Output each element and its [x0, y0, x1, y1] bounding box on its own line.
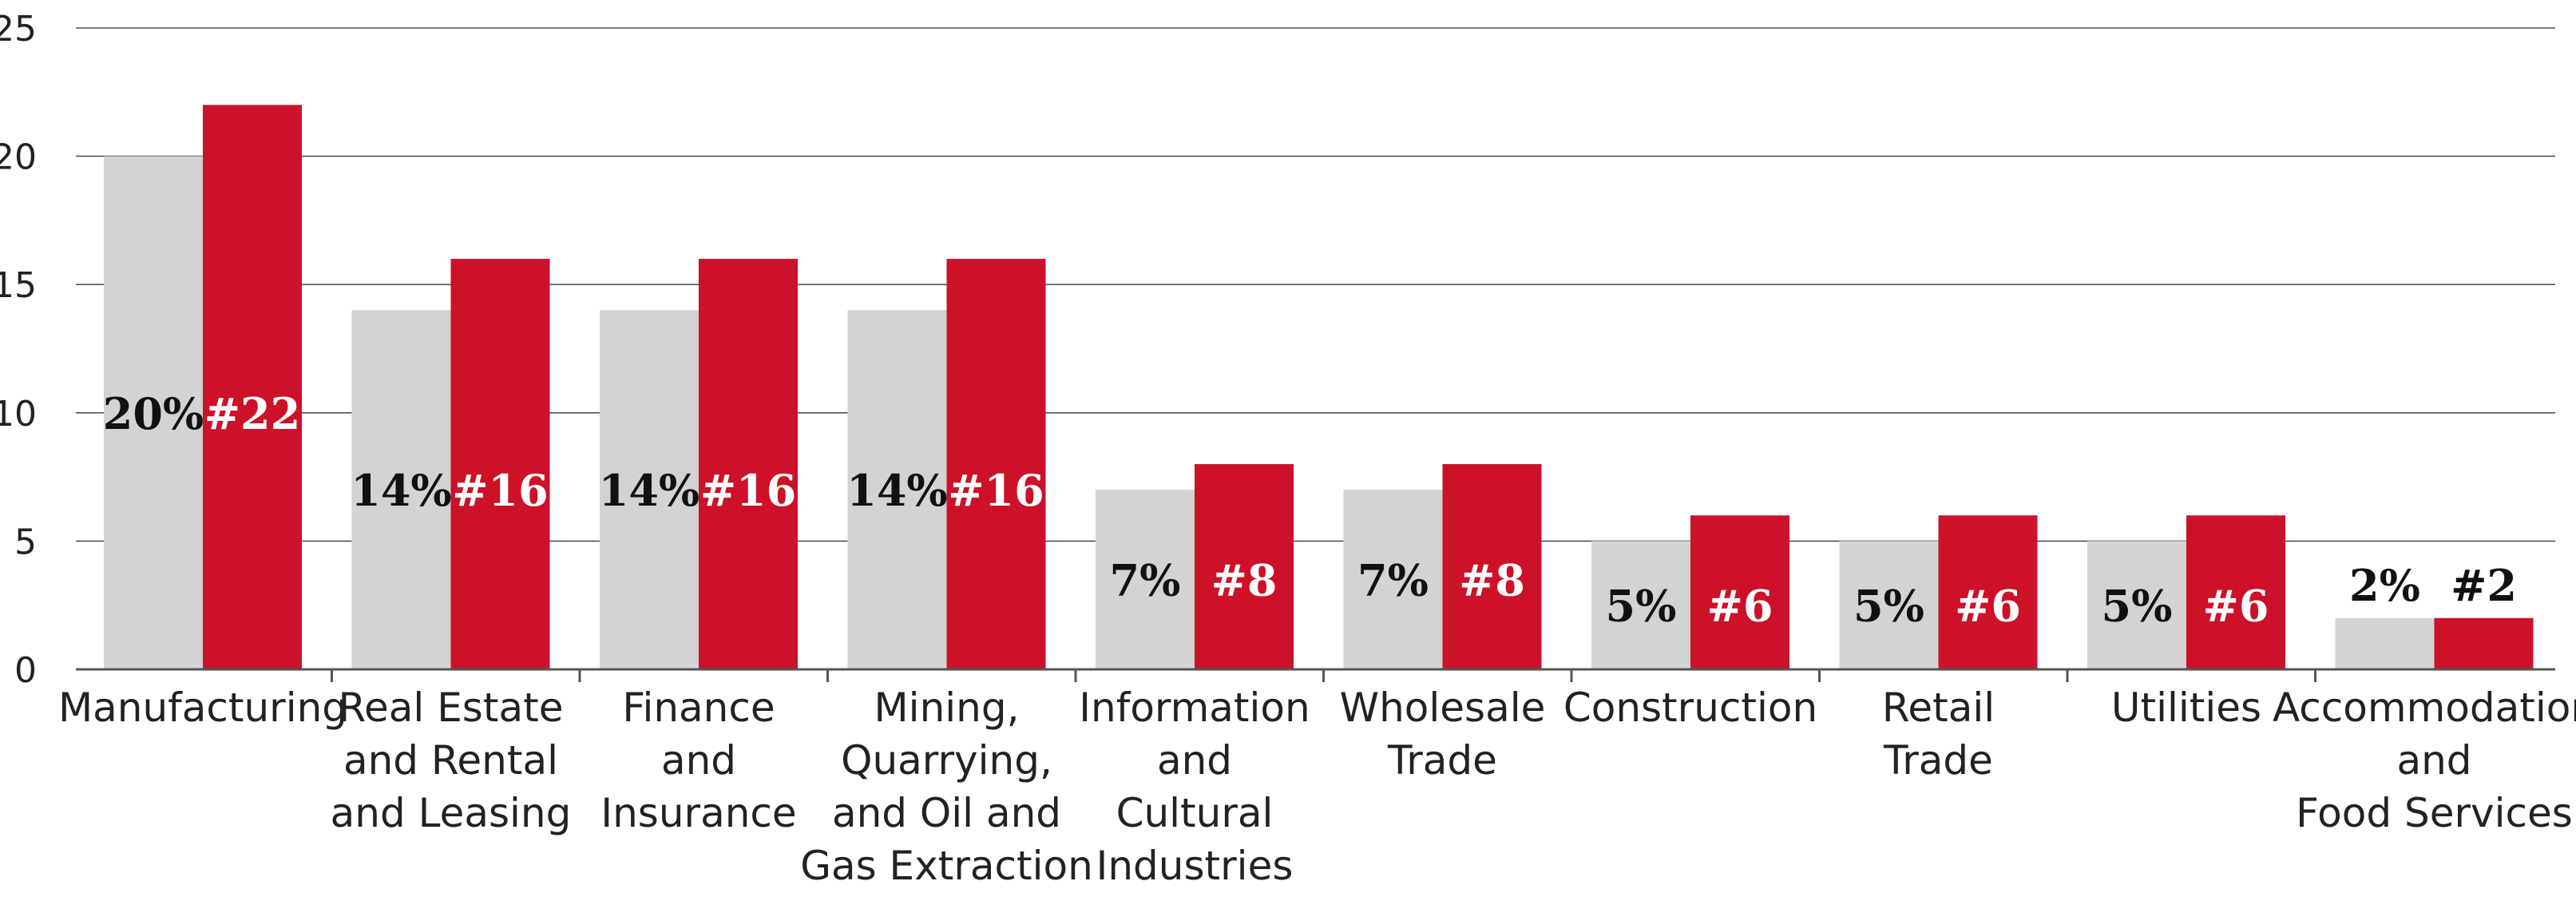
category-label: Manufacturing [58, 685, 347, 731]
rank-data-label: #16 [948, 465, 1044, 516]
bar-rank [203, 105, 302, 670]
percent-data-label: 5% [2102, 581, 2173, 632]
category-label: Accommodation and Food Services [2273, 685, 2576, 836]
category-label: Construction [1563, 685, 1817, 731]
category-label: Wholesale Trade [1340, 685, 1546, 784]
y-tick-label: 15 [0, 265, 37, 306]
percent-data-label: 7% [1110, 555, 1181, 606]
rank-data-label: #22 [204, 388, 300, 439]
bar-rank [1690, 515, 1789, 669]
bar-percent [351, 310, 451, 669]
percent-data-label: 2% [2349, 560, 2420, 611]
category-label: Retail Trade [1882, 685, 1995, 784]
category-label: Real Estate and Rental and Leasing [331, 685, 572, 836]
bar-rank [699, 259, 798, 670]
rank-data-label: #6 [1707, 581, 1773, 632]
rank-data-label: #6 [2203, 581, 2269, 632]
bar-rank [450, 259, 550, 670]
percent-data-label: 20% [103, 388, 204, 439]
percent-data-label: 14% [351, 465, 451, 516]
rank-data-label: #6 [1955, 581, 2021, 632]
bar-rank [1938, 515, 2038, 669]
y-tick-label: 0 [14, 650, 37, 691]
category-label: Utilities [2111, 685, 2261, 731]
rank-data-label: #16 [700, 465, 796, 516]
y-tick-label: 5 [14, 522, 37, 562]
percent-data-label: 5% [1606, 581, 1677, 632]
bars [104, 105, 2534, 670]
bar-rank [2434, 617, 2534, 669]
rank-data-label: #8 [1211, 555, 1278, 606]
rank-data-label: #16 [452, 465, 548, 516]
bar-percent [104, 156, 203, 670]
bar-rank [1195, 464, 1294, 669]
x-axis [76, 668, 2555, 682]
rank-data-label: #8 [1459, 555, 1525, 606]
bar-percent [1096, 490, 1195, 669]
bar-percent [600, 310, 699, 669]
percent-data-label: 5% [1853, 581, 1924, 632]
percent-data-label: 14% [599, 465, 699, 516]
bar-percent [1343, 490, 1443, 669]
category-label: Finance and Insurance [600, 685, 796, 836]
percent-data-label: 7% [1357, 555, 1429, 606]
bar-percent [2335, 617, 2435, 669]
y-tick-label: 10 [0, 394, 37, 435]
bar-rank [2186, 515, 2285, 669]
bar-percent [1839, 541, 1939, 669]
category-label: Information and Cultural Industries [1079, 685, 1310, 889]
category-label: Mining, Quarrying, and Oil and Gas Extracti… [800, 685, 1093, 889]
bar-rank [1442, 464, 1542, 669]
rank-data-label: #2 [2451, 560, 2517, 611]
y-tick-label: 20 [0, 137, 37, 178]
bar-percent [847, 310, 947, 669]
bar-percent [1591, 541, 1690, 669]
y-axis-ticks: 0 5 10 15 20 25 [0, 9, 37, 691]
percent-data-label: 14% [846, 465, 947, 516]
bar-percent [2087, 541, 2186, 669]
bar-rank [946, 259, 1046, 670]
y-tick-label: 25 [0, 9, 37, 50]
